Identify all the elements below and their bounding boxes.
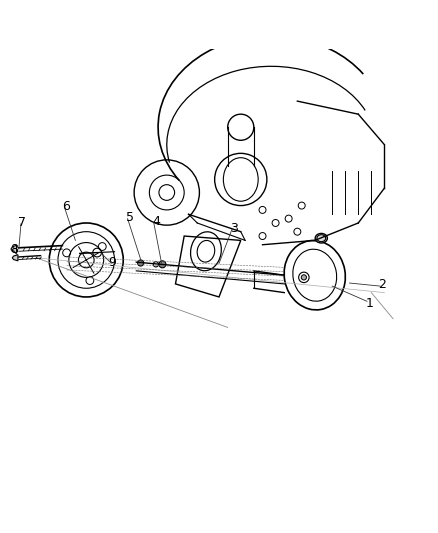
Polygon shape — [11, 245, 17, 254]
Ellipse shape — [315, 233, 327, 243]
Circle shape — [259, 232, 266, 239]
Text: 6: 6 — [62, 200, 70, 213]
Circle shape — [272, 220, 279, 227]
Circle shape — [294, 228, 301, 235]
Circle shape — [301, 275, 307, 280]
Text: 5: 5 — [126, 211, 134, 224]
Text: 3: 3 — [230, 222, 238, 235]
Circle shape — [298, 202, 305, 209]
Text: 2: 2 — [378, 278, 386, 291]
Circle shape — [259, 206, 266, 213]
Circle shape — [138, 260, 144, 266]
Text: 4: 4 — [152, 215, 160, 228]
Circle shape — [159, 261, 166, 268]
Circle shape — [285, 215, 292, 222]
Text: 8: 8 — [11, 244, 18, 256]
Text: 7: 7 — [18, 216, 26, 230]
Text: 1: 1 — [365, 297, 373, 310]
Text: 9: 9 — [109, 256, 117, 269]
Polygon shape — [12, 255, 18, 261]
